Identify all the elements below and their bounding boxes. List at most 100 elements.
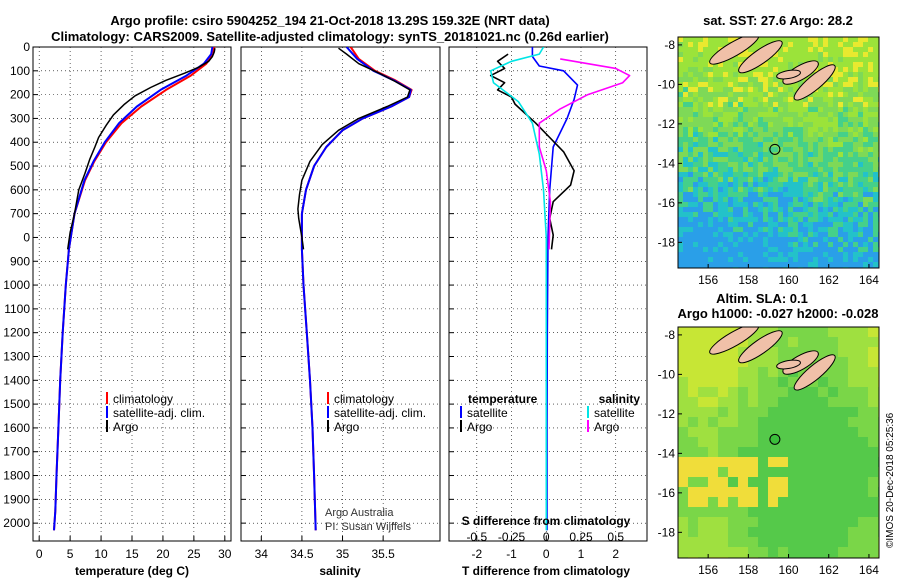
map-cell: [793, 47, 798, 52]
map-cell: [833, 47, 838, 52]
map-cell: [813, 37, 818, 42]
map-cell: [748, 212, 753, 217]
x-tick-label: 35.5: [371, 547, 395, 561]
map-cell: [848, 217, 853, 222]
map-cell: [868, 122, 873, 127]
map-cell: [738, 82, 743, 87]
map-cell: [713, 87, 718, 92]
map-cell: [783, 37, 788, 42]
map-cell: [758, 212, 763, 217]
map-cell: [763, 127, 768, 132]
map-cell: [688, 262, 693, 267]
map-cell: [693, 122, 698, 127]
map-cell: [728, 127, 733, 132]
map-cell: [863, 242, 868, 247]
map-cell: [858, 62, 863, 67]
map-cell: [723, 82, 728, 87]
map-cell: [818, 97, 823, 102]
map-cell: [693, 237, 698, 242]
map-cell: [728, 397, 738, 407]
map-cell: [723, 202, 728, 207]
map-cell: [708, 257, 713, 262]
map-cell: [803, 247, 808, 252]
map-cell: [828, 62, 833, 67]
map-cell: [723, 182, 728, 187]
lat-tick-label: -10: [658, 367, 676, 381]
map-cell: [868, 217, 873, 222]
map-cell: [848, 397, 858, 407]
map-cell: [783, 192, 788, 197]
float-location-marker: [769, 433, 781, 445]
map-cell: [818, 132, 823, 137]
map-cell: [798, 252, 803, 257]
map-cell: [703, 262, 708, 267]
map-cell: [703, 207, 708, 212]
map-cell: [813, 187, 818, 192]
map-cell: [873, 102, 878, 107]
map-cell: [773, 92, 778, 97]
map-cell: [728, 262, 733, 267]
map-cell: [838, 407, 848, 417]
map-cell: [678, 242, 683, 247]
map-cell: [773, 202, 778, 207]
map-cell: [843, 162, 848, 167]
map-cell: [728, 167, 733, 172]
map-cell: [703, 107, 708, 112]
map-cell: [788, 182, 793, 187]
map-cell: [738, 232, 743, 237]
y-tick-label: 0: [23, 230, 30, 244]
map-cell: [788, 387, 798, 397]
map-cell: [823, 167, 828, 172]
map-cell: [868, 152, 873, 157]
map-cell: [688, 347, 698, 357]
map-cell: [683, 212, 688, 217]
map-cell: [738, 52, 743, 57]
map-cell: [783, 117, 788, 122]
map-cell: [718, 457, 728, 467]
map-cell: [748, 337, 758, 347]
map-cell: [753, 232, 758, 237]
map-cell: [748, 457, 758, 467]
map-cell: [858, 157, 863, 162]
map-cell: [763, 97, 768, 102]
map-cell: [858, 517, 868, 527]
map-cell: [688, 232, 693, 237]
s-tick-label: 0.25: [569, 530, 593, 544]
map-cell: [813, 212, 818, 217]
map-cell: [748, 182, 753, 187]
map-cell: [813, 57, 818, 62]
legend-title-temperature: temperature: [468, 392, 538, 406]
map-cell: [763, 42, 768, 47]
map-cell: [783, 212, 788, 217]
map-cell: [873, 47, 878, 52]
map-cell: [768, 127, 773, 132]
map-cell: [848, 52, 853, 57]
map-cell: [848, 477, 858, 487]
map-cell: [863, 112, 868, 117]
map-cell: [783, 217, 788, 222]
map-cell: [808, 447, 818, 457]
map-cell: [713, 72, 718, 77]
map-cell: [813, 177, 818, 182]
map-cell: [693, 247, 698, 252]
map-cell: [728, 77, 733, 82]
map-cell: [873, 67, 878, 72]
map-cell: [803, 262, 808, 267]
map-cell: [843, 257, 848, 262]
map-cell: [698, 52, 703, 57]
map-cell: [723, 72, 728, 77]
map-cell: [768, 407, 778, 417]
map-cell: [758, 427, 768, 437]
map-cell: [873, 197, 878, 202]
map-cell: [833, 197, 838, 202]
map-cell: [688, 427, 698, 437]
map-cell: [738, 477, 748, 487]
map-cell: [698, 417, 708, 427]
map-cell: [728, 137, 733, 142]
map-cell: [848, 37, 853, 42]
map-cell: [843, 77, 848, 82]
map-cell: [783, 137, 788, 142]
map-cell: [833, 237, 838, 242]
map-cell: [758, 447, 768, 457]
